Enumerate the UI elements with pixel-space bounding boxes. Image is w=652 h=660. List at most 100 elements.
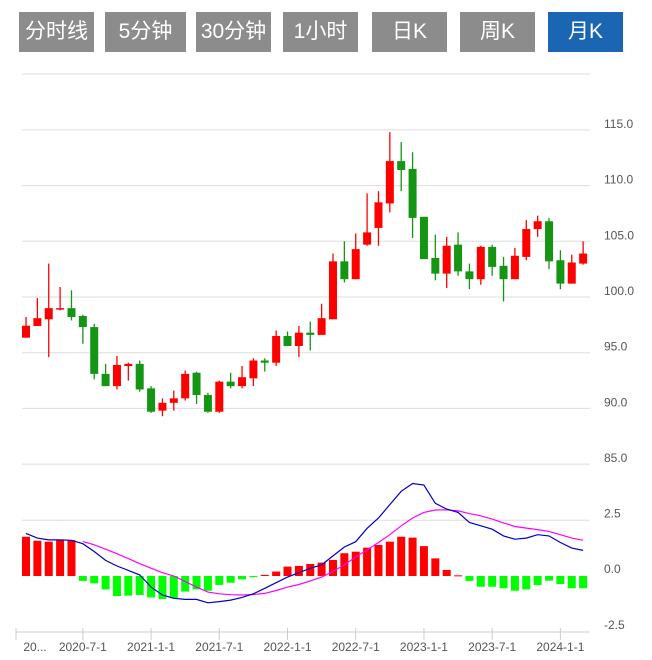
macd-bar xyxy=(385,541,394,576)
macd-bar xyxy=(556,576,565,585)
macd-bar xyxy=(112,576,121,597)
candle-body xyxy=(260,360,269,363)
candle-body xyxy=(124,363,133,367)
macd-bar xyxy=(374,545,383,576)
candle-body xyxy=(579,253,588,264)
macd-bar xyxy=(294,565,303,576)
macd-bar xyxy=(124,576,133,596)
macd-bar xyxy=(476,576,485,587)
tab-monthly-k[interactable]: 月K xyxy=(548,12,623,52)
macd-bar xyxy=(44,541,53,576)
candle-body xyxy=(499,265,508,280)
candle-body xyxy=(385,161,394,204)
macd-bar xyxy=(215,576,224,585)
candle xyxy=(124,362,133,381)
tab-30min[interactable]: 30分钟 xyxy=(196,12,271,52)
macd-bar xyxy=(181,576,190,592)
candle-body xyxy=(249,360,258,379)
x-axis-label: 2023-7-1 xyxy=(468,640,516,654)
x-axis-label: 2020-7-1 xyxy=(59,640,107,654)
candle xyxy=(579,241,588,265)
macd-bar xyxy=(306,563,315,576)
tab-1hour[interactable]: 1小时 xyxy=(283,12,358,52)
candle-body xyxy=(181,373,190,399)
dea-line xyxy=(82,509,584,596)
candle-body xyxy=(363,232,372,245)
tab-daily-k[interactable]: 日K xyxy=(372,12,447,52)
x-axis-label: 2023-1-1 xyxy=(400,640,448,654)
macd-bar xyxy=(192,576,201,590)
candle-body xyxy=(226,381,235,387)
macd-bar xyxy=(351,551,360,576)
candle xyxy=(363,193,372,246)
candle xyxy=(283,331,292,347)
candle-body xyxy=(294,332,303,347)
candle-body xyxy=(238,377,247,387)
candle xyxy=(56,286,65,311)
candle xyxy=(90,323,99,380)
candle-body xyxy=(374,202,383,228)
candle xyxy=(203,392,212,413)
candle-body xyxy=(488,246,497,267)
x-axis-label: 2021-7-1 xyxy=(195,640,243,654)
macd-bar xyxy=(169,576,178,599)
candle xyxy=(351,233,360,280)
macd-bar xyxy=(203,576,212,591)
candle xyxy=(249,358,258,387)
candle xyxy=(545,217,554,270)
candle xyxy=(488,244,497,276)
x-axis-label: 2024-1-1 xyxy=(536,640,584,654)
price-axis-label: 110.0 xyxy=(604,173,633,187)
candle xyxy=(192,371,201,404)
macd-bar xyxy=(238,576,247,580)
tab-weekly-k[interactable]: 周K xyxy=(460,12,535,52)
candle xyxy=(340,241,349,283)
x-axis-label: 20... xyxy=(23,640,46,654)
candle-body xyxy=(556,260,565,284)
candle xyxy=(169,390,178,411)
candle xyxy=(78,314,87,344)
price-axis-label: 85.0 xyxy=(604,451,628,465)
candle xyxy=(44,263,53,358)
candle-body xyxy=(272,335,281,363)
candle-body xyxy=(169,398,178,403)
macd-bar xyxy=(579,576,588,589)
candle xyxy=(238,366,247,389)
candle-body xyxy=(158,402,167,411)
macd-bar xyxy=(135,576,144,595)
candle xyxy=(101,363,110,387)
candle-body xyxy=(431,258,440,274)
candle xyxy=(556,250,565,290)
macd-bar xyxy=(545,576,554,581)
dif-line xyxy=(25,482,584,604)
macd-bar xyxy=(419,546,428,576)
macd-bar xyxy=(317,562,326,576)
candle-body xyxy=(408,168,417,218)
candle-body xyxy=(56,308,65,310)
x-axis-label: 2021-1-1 xyxy=(127,640,175,654)
candle-body xyxy=(533,221,542,230)
macd-bar xyxy=(33,540,42,576)
x-axis-label: 2022-7-1 xyxy=(332,640,380,654)
candle-body xyxy=(340,261,349,280)
candle xyxy=(408,152,417,238)
candle-body xyxy=(135,363,144,390)
macd-bar xyxy=(22,536,30,576)
macd-bar xyxy=(397,536,406,576)
price-axis-label: 105.0 xyxy=(604,228,634,242)
price-axis-label: 115.0 xyxy=(604,117,633,131)
candle-body xyxy=(397,161,406,171)
candle xyxy=(442,236,451,289)
macd-bar xyxy=(408,537,417,576)
macd-bar xyxy=(442,569,451,576)
macd-bar xyxy=(67,540,76,576)
candle-body xyxy=(545,221,554,262)
tab-5min[interactable]: 5分钟 xyxy=(105,12,186,52)
candle xyxy=(317,303,326,335)
macd-bar xyxy=(90,576,99,584)
tab-timeshare[interactable]: 分时线 xyxy=(19,12,94,52)
macd-bar xyxy=(363,547,372,576)
candle xyxy=(226,372,235,389)
candle-body xyxy=(283,335,292,347)
